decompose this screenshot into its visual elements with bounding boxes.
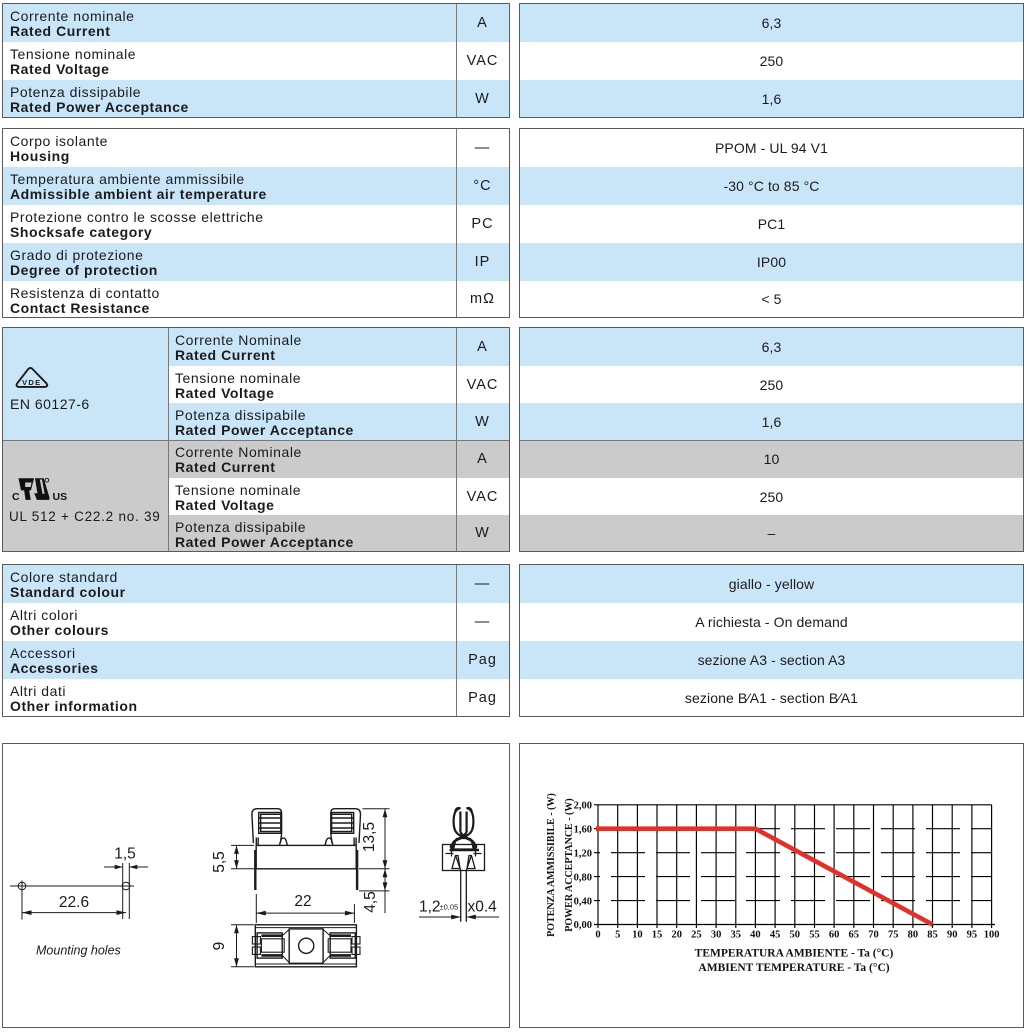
svg-text:60: 60: [829, 930, 840, 941]
svg-text:AMBIENT TEMPERATURE - Ta (°C): AMBIENT TEMPERATURE - Ta (°C): [698, 962, 889, 974]
svg-text:1,5: 1,5: [114, 846, 136, 863]
svg-text:US: US: [53, 491, 68, 502]
svg-text:5,5: 5,5: [211, 851, 228, 873]
svg-text:TEMPERATURA AMBIENTE - Ta (°C): TEMPERATURA AMBIENTE - Ta (°C): [695, 948, 894, 960]
svg-text:0,00: 0,00: [574, 920, 592, 931]
svg-text:±0,05: ±0,05: [440, 903, 459, 912]
svg-text:10: 10: [632, 930, 643, 941]
svg-text:30: 30: [711, 930, 722, 941]
svg-text:25: 25: [691, 930, 702, 941]
svg-text:20: 20: [671, 930, 682, 941]
svg-text:C: C: [12, 491, 20, 502]
svg-text:65: 65: [849, 930, 860, 941]
svg-text:45: 45: [770, 930, 781, 941]
svg-text:15: 15: [652, 930, 663, 941]
svg-text:POWER ACCEPTANCE - (W): POWER ACCEPTANCE - (W): [564, 798, 575, 931]
svg-text:1,60: 1,60: [574, 824, 592, 835]
svg-text:40: 40: [750, 930, 761, 941]
svg-text:POTENZA AMMISSIBILE - (W): POTENZA AMMISSIBILE - (W): [546, 793, 557, 937]
svg-text:13,5: 13,5: [361, 822, 378, 852]
svg-text:4,5: 4,5: [362, 891, 379, 913]
svg-text:x0.4: x0.4: [468, 899, 498, 916]
svg-text:1,20: 1,20: [574, 848, 592, 859]
svg-text:5: 5: [615, 930, 620, 941]
svg-text:70: 70: [868, 930, 879, 941]
svg-text:50: 50: [790, 930, 801, 941]
svg-text:22: 22: [294, 893, 311, 910]
svg-text:22.6: 22.6: [59, 894, 89, 911]
svg-text:75: 75: [888, 930, 899, 941]
svg-text:2,00: 2,00: [574, 801, 592, 812]
svg-text:55: 55: [809, 930, 820, 941]
svg-text:90: 90: [947, 930, 958, 941]
svg-text:85: 85: [927, 930, 938, 941]
svg-text:Mounting holes: Mounting holes: [36, 944, 121, 958]
svg-text:80: 80: [908, 930, 919, 941]
svg-text:0,40: 0,40: [574, 896, 592, 907]
svg-text:VDE: VDE: [22, 378, 42, 387]
svg-text:100: 100: [984, 930, 1000, 941]
svg-text:1,2: 1,2: [419, 899, 441, 916]
svg-text:0: 0: [595, 930, 600, 941]
svg-text:35: 35: [731, 930, 742, 941]
svg-text:9: 9: [211, 942, 228, 951]
svg-text:0,80: 0,80: [574, 872, 592, 883]
svg-text:95: 95: [967, 930, 978, 941]
